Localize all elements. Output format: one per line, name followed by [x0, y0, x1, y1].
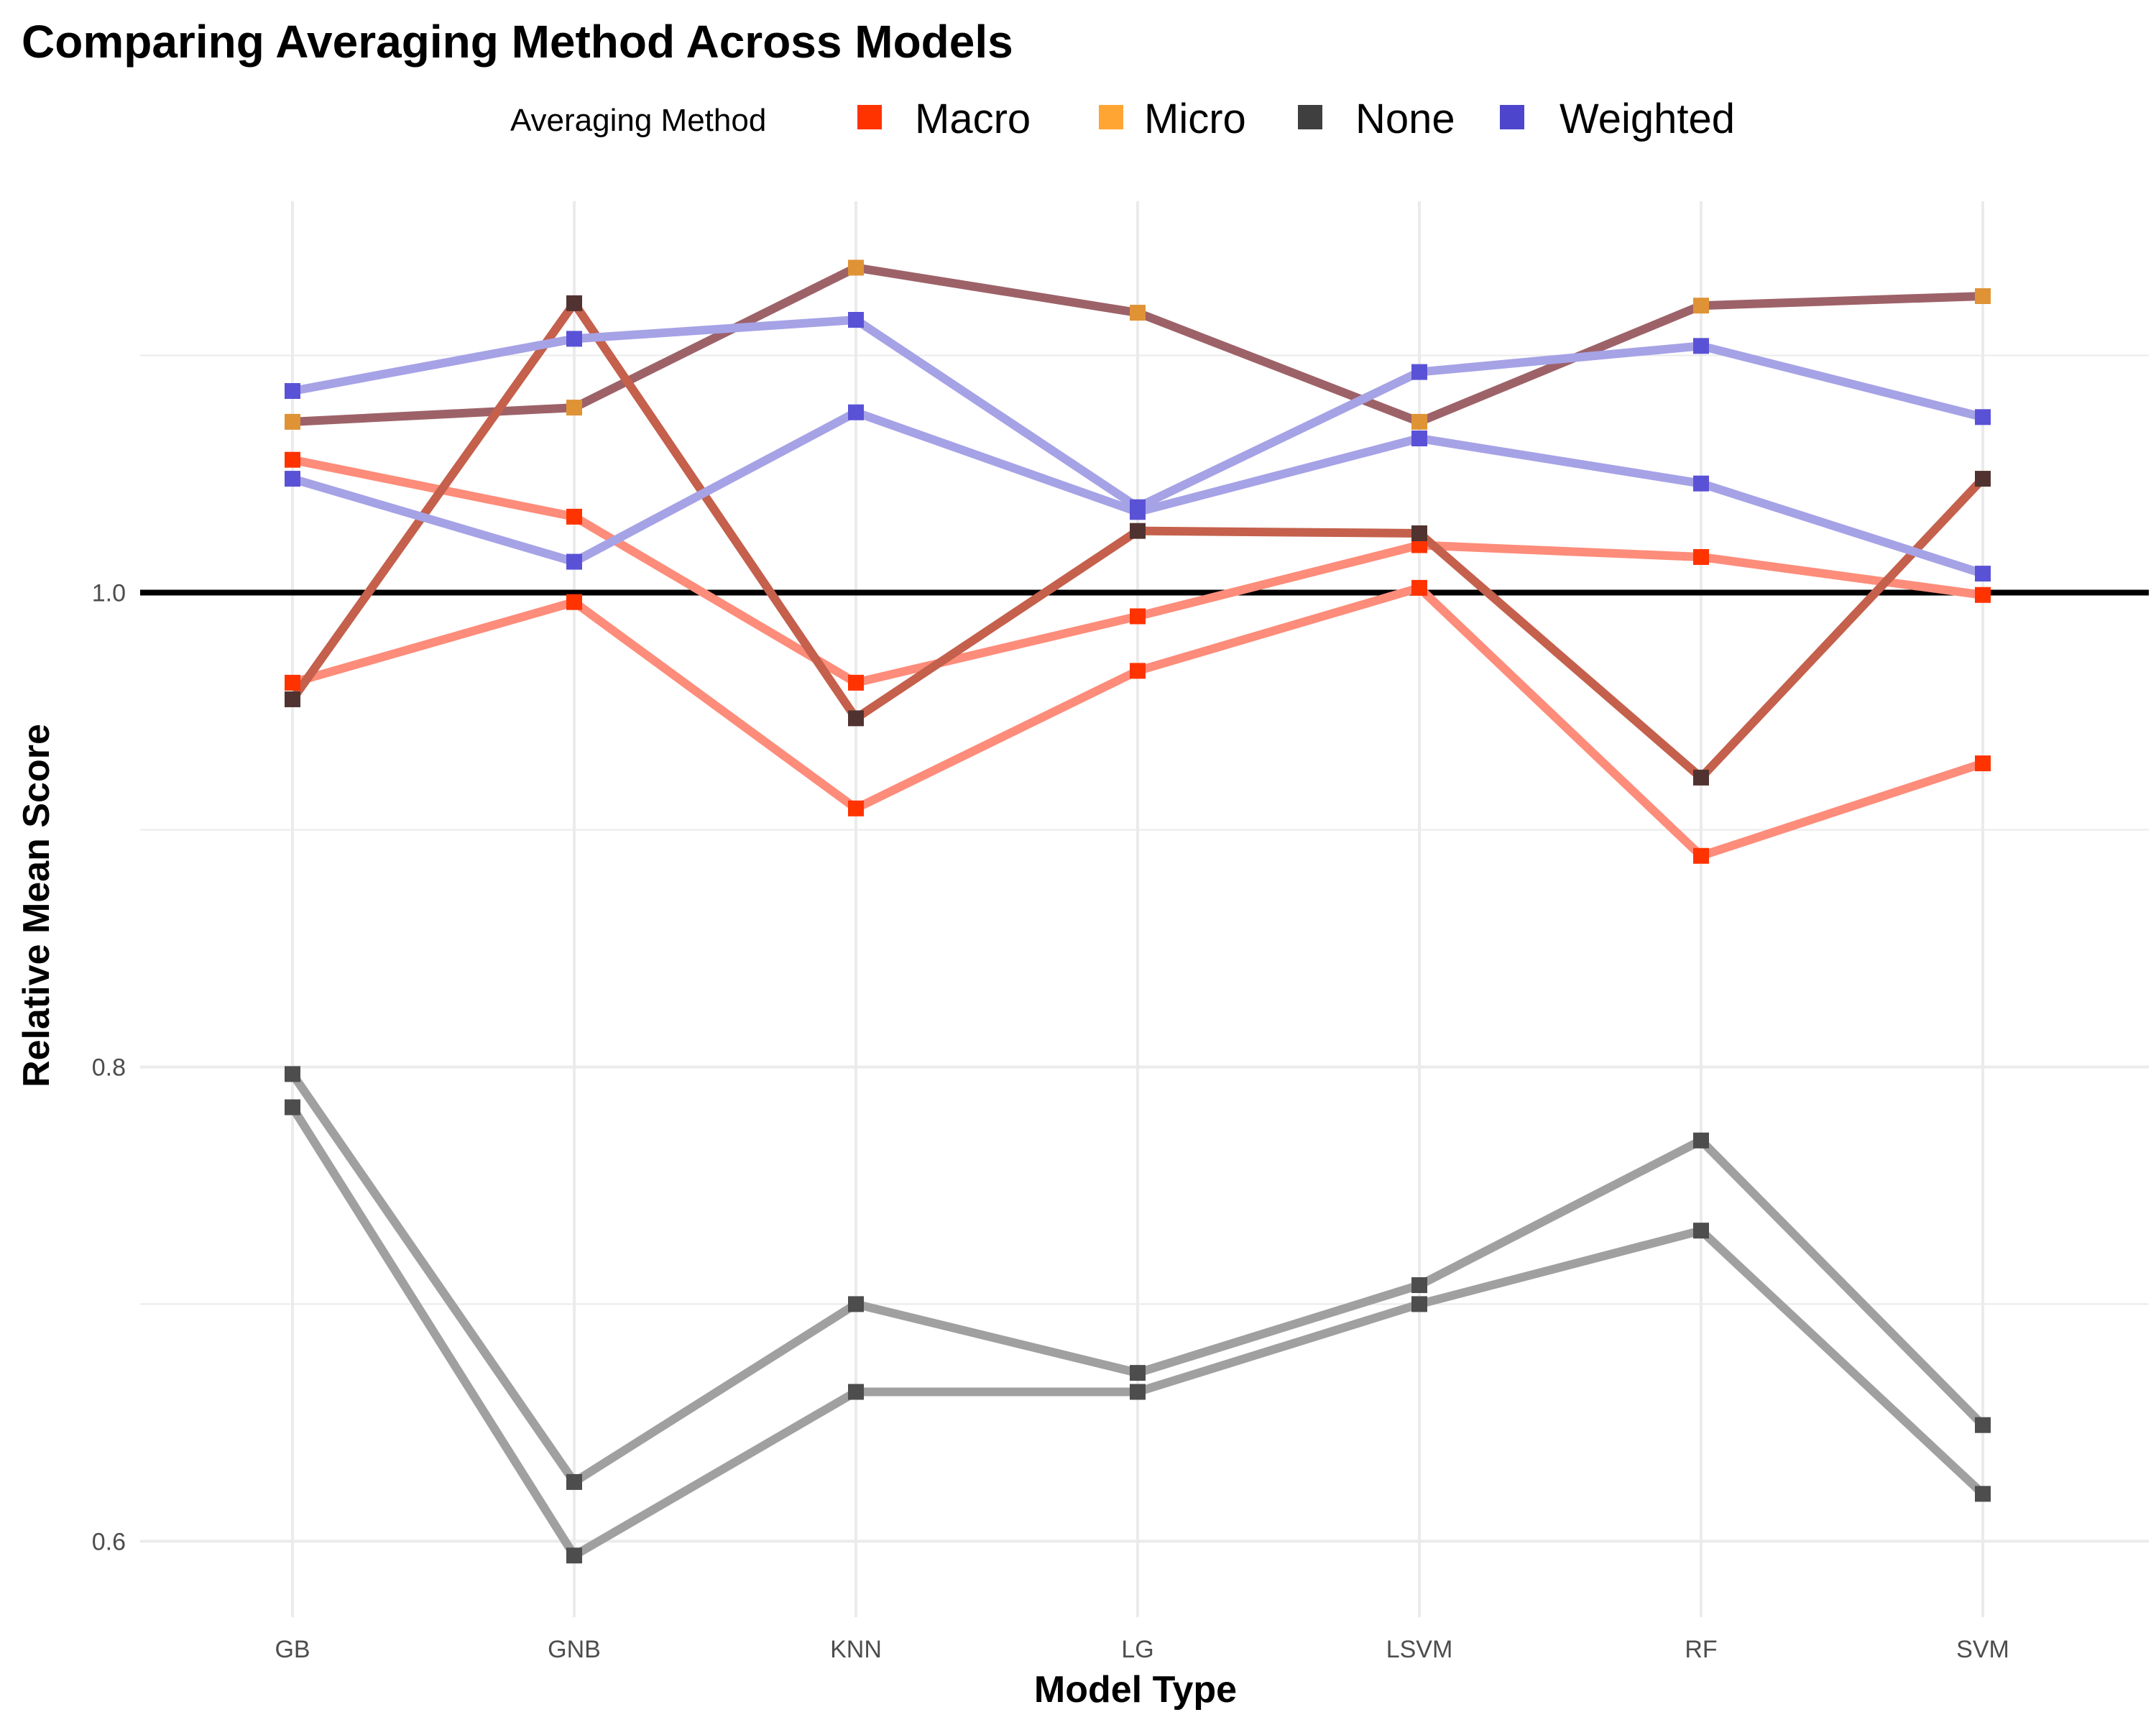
- data-point-macro: [1975, 586, 1991, 603]
- data-point-none: [566, 1547, 582, 1564]
- data-point-none: [1411, 1296, 1427, 1312]
- y-tick-label: 0.6: [92, 1528, 126, 1555]
- data-point-none: [285, 691, 300, 707]
- legend-label-macro: Macro: [915, 96, 1031, 142]
- data-point-macro: [1411, 579, 1427, 596]
- data-point-weighted: [1130, 504, 1146, 520]
- data-point-none: [285, 1066, 300, 1082]
- data-point-none: [1130, 523, 1146, 539]
- data-point-none: [1693, 1223, 1709, 1239]
- data-point-micro: [1411, 413, 1427, 430]
- data-point-weighted: [848, 311, 864, 328]
- data-point-weighted: [285, 471, 300, 487]
- data-point-weighted: [1693, 475, 1709, 492]
- data-point-micro: [1693, 298, 1709, 314]
- y-axis: 0.6 0.8 1.0: [92, 579, 126, 1555]
- x-tick-label: RF: [1685, 1636, 1717, 1663]
- legend-swatch-none: [1298, 105, 1322, 129]
- data-point-micro: [848, 259, 864, 276]
- data-point-none: [1130, 1384, 1146, 1400]
- data-point-macro: [1693, 847, 1709, 864]
- x-tick-label: LSVM: [1386, 1636, 1453, 1663]
- data-point-none: [1130, 1365, 1146, 1381]
- legend-swatch-weighted: [1500, 105, 1524, 129]
- legend-title: Averaging Method: [510, 103, 766, 138]
- data-point-none: [566, 295, 582, 311]
- data-point-none: [1693, 769, 1709, 786]
- y-tick-label: 1.0: [92, 579, 126, 607]
- data-point-micro: [566, 400, 582, 416]
- data-point-none: [848, 1384, 864, 1400]
- data-point-weighted: [1693, 338, 1709, 354]
- data-point-weighted: [1975, 566, 1991, 582]
- x-tick-label: GNB: [548, 1636, 601, 1663]
- data-point-none: [1411, 1277, 1427, 1294]
- x-tick-label: GB: [275, 1636, 310, 1663]
- data-point-none: [1975, 1417, 1991, 1433]
- data-point-macro: [1975, 755, 1991, 772]
- data-point-none: [1975, 471, 1991, 487]
- data-point-micro: [285, 413, 300, 430]
- legend-label-weighted: Weighted: [1560, 96, 1735, 142]
- data-point-none: [1975, 1486, 1991, 1502]
- data-point-weighted: [1975, 409, 1991, 426]
- data-point-macro: [1693, 548, 1709, 565]
- data-point-macro: [285, 451, 300, 468]
- legend: Averaging Method Macro Micro None Weight…: [510, 96, 1735, 142]
- legend-label-micro: Micro: [1144, 96, 1246, 142]
- x-tick-label: SVM: [1956, 1636, 2009, 1663]
- data-point-micro: [1975, 288, 1991, 304]
- chart-title: Comparing Averaging Method Across Models: [22, 16, 1013, 68]
- data-point-none: [848, 710, 864, 727]
- data-point-macro: [566, 508, 582, 525]
- data-point-weighted: [285, 382, 300, 399]
- data-point-none: [1693, 1132, 1709, 1149]
- data-point-weighted: [848, 404, 864, 420]
- series-group: [285, 259, 1991, 1564]
- data-point-none: [848, 1296, 864, 1312]
- data-point-micro: [1130, 305, 1146, 321]
- data-point-none: [285, 1099, 300, 1116]
- data-point-weighted: [566, 553, 582, 570]
- legend-swatch-micro: [1099, 105, 1123, 129]
- data-point-macro: [848, 674, 864, 691]
- data-point-macro: [566, 594, 582, 610]
- data-point-none: [566, 1473, 582, 1490]
- data-point-weighted: [1411, 364, 1427, 380]
- x-axis-title: Model Type: [1034, 1669, 1237, 1711]
- data-point-none: [1411, 525, 1427, 541]
- x-tick-label: LG: [1121, 1636, 1153, 1663]
- x-tick-label: KNN: [830, 1636, 882, 1663]
- data-point-weighted: [566, 331, 582, 347]
- data-point-weighted: [1411, 430, 1427, 446]
- data-point-macro: [285, 674, 300, 691]
- y-axis-title: Relative Mean Score: [16, 724, 57, 1087]
- data-point-macro: [1130, 608, 1146, 625]
- legend-swatch-macro: [857, 105, 882, 129]
- legend-label-none: None: [1355, 96, 1455, 142]
- data-point-macro: [1130, 663, 1146, 679]
- data-point-macro: [848, 800, 864, 816]
- y-tick-label: 0.8: [92, 1054, 126, 1081]
- x-axis: GB GNB KNN LG LSVM RF SVM: [275, 1636, 2009, 1663]
